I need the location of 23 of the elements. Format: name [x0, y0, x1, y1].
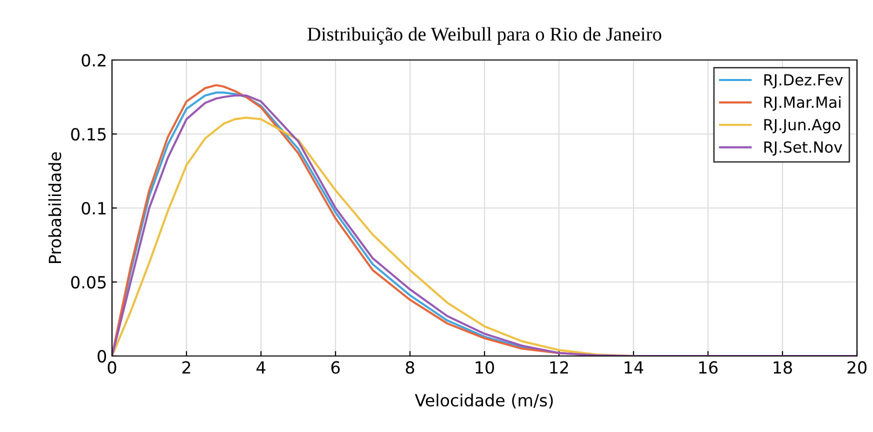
x-tick-label: 12 [550, 361, 568, 374]
legend-label: RJ.Mar.Mai [764, 96, 840, 111]
x-tick-label: 10 [476, 361, 494, 374]
chart-title: Distribuição de Weibull para o Rio de Janeiro [308, 27, 662, 45]
y-tick-label: 0 [98, 350, 106, 363]
y-axis-title: Probabilidade [48, 152, 62, 264]
y-tick-label: 0.15 [71, 128, 106, 141]
legend-label: RJ.Dez.Fev [764, 74, 843, 88]
y-tick-label: 0.1 [82, 202, 106, 215]
y-tick-label: 0.05 [71, 276, 106, 289]
x-axis-title: Velocidade (m/s) [414, 394, 553, 409]
x-tick-label: 6 [331, 361, 340, 374]
y-tick-label: 0.2 [82, 54, 106, 67]
x-tick-label: 14 [624, 361, 644, 374]
x-tick-label: 2 [182, 361, 190, 374]
x-tick-label: 16 [699, 361, 718, 374]
x-tick-label: 4 [256, 361, 266, 374]
legend-label: RJ.Jun.Ago [764, 119, 840, 134]
x-tick-label: 18 [774, 361, 792, 374]
x-tick-label: 20 [848, 361, 866, 374]
x-tick-label: 0 [108, 361, 116, 374]
legend-label: RJ.Set.Nov [764, 141, 842, 156]
x-tick-label: 8 [406, 361, 414, 374]
